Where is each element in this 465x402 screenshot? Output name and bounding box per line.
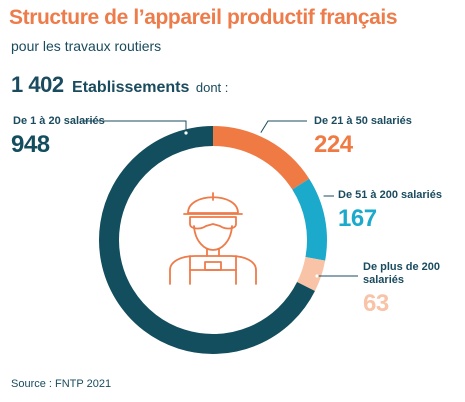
label-1-20: De 1 à 20 salariés bbox=[13, 115, 105, 127]
segment-51-200 bbox=[292, 178, 327, 261]
leader-1-20-dot bbox=[184, 131, 188, 135]
leader-21-50 bbox=[259, 120, 307, 135]
total-suffix: dont : bbox=[195, 80, 229, 95]
worker-icon bbox=[169, 192, 257, 285]
value-1-20: 948 bbox=[11, 131, 50, 158]
label-21-50: De 21 à 50 salariés bbox=[314, 115, 412, 127]
total-establishments: 1 402 Etablissements dont : bbox=[11, 72, 228, 98]
value-21-50: 224 bbox=[314, 131, 353, 158]
leader-lines bbox=[80, 120, 358, 278]
source-note: Source : FNTP 2021 bbox=[11, 378, 112, 390]
chart-subtitle: pour les travaux routiers bbox=[11, 38, 162, 54]
value-51-200: 167 bbox=[338, 205, 377, 232]
total-unit: Etablissements bbox=[72, 79, 190, 96]
segment-200-plus bbox=[296, 256, 326, 292]
leader-1-20 bbox=[80, 120, 187, 133]
leader-21-50-dot bbox=[258, 132, 262, 136]
leader-200-plus-dot bbox=[315, 274, 319, 278]
label-51-200: De 51 à 200 salariés bbox=[338, 189, 442, 201]
donut-ring bbox=[99, 126, 327, 354]
segment-1-20 bbox=[99, 126, 315, 354]
label-200-plus: De plus de 200 salariés bbox=[363, 261, 441, 286]
segment-21-50 bbox=[212, 126, 310, 190]
value-200-plus: 63 bbox=[363, 290, 389, 317]
total-value: 1 402 bbox=[11, 72, 64, 97]
leader-51-200-dot bbox=[320, 194, 324, 198]
chart-title: Structure de l’appareil productif frança… bbox=[9, 6, 398, 29]
